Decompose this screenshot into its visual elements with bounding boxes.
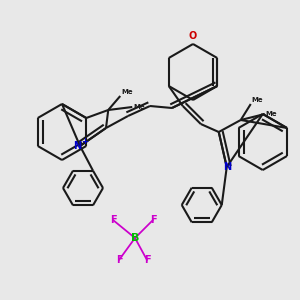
- Text: Me: Me: [121, 89, 133, 95]
- Text: F: F: [144, 255, 150, 265]
- Text: Me: Me: [252, 97, 263, 103]
- Text: F: F: [110, 215, 116, 225]
- Text: F: F: [150, 215, 156, 225]
- Text: O: O: [189, 31, 197, 41]
- Text: B: B: [131, 233, 139, 243]
- Text: Me: Me: [133, 104, 145, 110]
- Text: Me: Me: [266, 111, 278, 117]
- Text: F: F: [116, 255, 122, 265]
- Text: +: +: [82, 137, 88, 146]
- Text: N: N: [223, 162, 231, 172]
- Text: N: N: [73, 141, 81, 151]
